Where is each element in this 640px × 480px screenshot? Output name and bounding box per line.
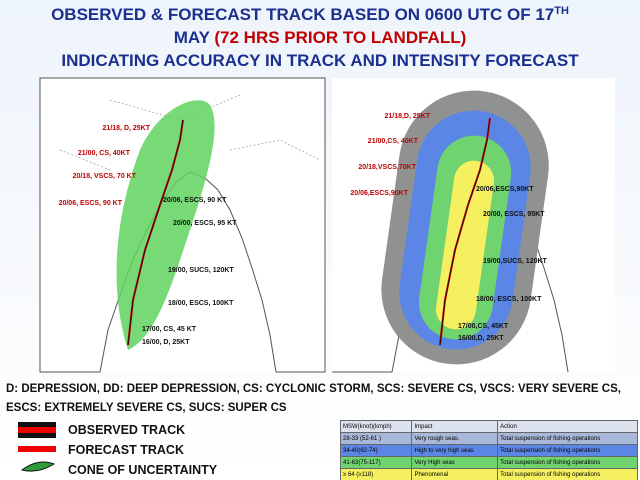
cone	[116, 100, 215, 350]
table-row: 41-63(75-117) Very High seas Total suspens…	[339, 456, 638, 469]
track-label: 18/00, ESCS, 100KT	[476, 296, 542, 303]
table-row: 28-33 (52-61 ) Very rough seas. Total susp…	[339, 432, 638, 445]
track-label: 20/18,VSCS,70KT	[358, 164, 416, 171]
track-label: 20/06, ESCS, 90 KT	[163, 197, 227, 204]
cell: MSW(knot)(kmph)	[339, 420, 413, 433]
title-line: INDICATING ACCURACY IN TRACK AND INTENSI…	[61, 51, 579, 70]
track-label: 19/00,SUCS, 120KT	[483, 258, 548, 265]
track-label: 20/18, VSCS, 70 KT	[73, 173, 137, 180]
table-row: ≥ 64 (≥118) Phenomenal Total suspension of…	[339, 468, 638, 480]
track-label: 21/00, CS, 40KT	[78, 150, 131, 157]
legend-swatch	[18, 433, 56, 438]
track-label: 21/18, D, 25KT	[103, 125, 151, 132]
cell: High to very high seas	[411, 444, 499, 457]
legend-swatch	[18, 427, 56, 433]
track-label: 16/00,D, 25KT	[458, 335, 504, 342]
cone-yellow	[435, 160, 495, 330]
cell: Impact	[411, 420, 499, 433]
track-label: 21/18,D, 25KT	[384, 113, 430, 120]
impact-table: MSW(knot)(kmph) Impact Action 28-33 (52-61…	[339, 420, 638, 480]
track-label: 20/06,ESCS,90KT	[350, 190, 408, 197]
legend-label: OBSERVED TRACK	[68, 423, 185, 437]
track-label: 18/00, ESCS, 100KT	[168, 300, 234, 307]
cell: 28-33 (52-61 )	[339, 432, 413, 445]
title-line: OBSERVED & FORECAST TRACK BASED ON 0600 …	[51, 5, 569, 24]
legend-swatch	[18, 422, 56, 427]
track-label: 19/00, SUCS, 120KT	[168, 267, 234, 274]
title-text: OBSERVED & FORECAST TRACK BASED ON 0600 …	[51, 5, 554, 24]
cell: 41-63(75-117)	[339, 456, 413, 469]
cell: 34-40(62-74)	[339, 444, 413, 457]
observed-track	[127, 119, 184, 346]
legend-label: FORECAST TRACK	[68, 443, 184, 457]
cell: ≥ 64 (≥118)	[339, 468, 413, 480]
track-label: 20/06,ESCS,90KT	[476, 186, 534, 193]
legend-label: CONE OF UNCERTAINTY	[68, 463, 218, 477]
cell: Total suspension of fishing operations	[497, 468, 638, 480]
cell: Total suspension of fishing operations	[497, 456, 638, 469]
observed-track	[439, 117, 491, 346]
track-label: 20/06, ESCS, 90 KT	[59, 200, 123, 207]
table-row: 34-40(62-74) High to very high seas Total …	[339, 444, 638, 457]
cell: Total suspension of fishing operations	[497, 444, 638, 457]
track-label: 16/00, D, 25KT	[142, 339, 190, 346]
table-header: MSW(knot)(kmph) Impact Action	[339, 420, 638, 433]
track-label: 17/00, CS, 45 KT	[142, 326, 197, 333]
legend-swatch	[18, 446, 56, 452]
track-label: 17/00,CS, 45KT	[458, 323, 509, 330]
cell: Total suspension of fishing operations	[497, 432, 638, 445]
title-sup: TH	[554, 5, 569, 17]
track-label: 20/00, ESCS, 95 KT	[173, 220, 237, 227]
cell: Very rough seas.	[411, 432, 499, 445]
track-labels: 21/18, D, 25KT 21/00, CS, 40KT 20/18, VSCS…	[59, 113, 548, 346]
title-text: (72 HRS PRIOR TO LANDFALL)	[214, 28, 466, 47]
track-label: 21/00,CS, 40KT	[368, 138, 419, 145]
title-line: MAY (72 HRS PRIOR TO LANDFALL)	[174, 28, 467, 47]
cell: Very High seas	[411, 456, 499, 469]
abbreviations: D: DEPRESSION, DD: DEEP DEPRESSION, CS: …	[6, 383, 621, 414]
cell: Phenomenal	[411, 468, 499, 480]
cell: Action	[497, 420, 638, 433]
legend-swatch	[20, 461, 56, 472]
track-label: 20/00, ESCS, 95KT	[483, 211, 545, 218]
title-text: MAY	[174, 28, 211, 47]
